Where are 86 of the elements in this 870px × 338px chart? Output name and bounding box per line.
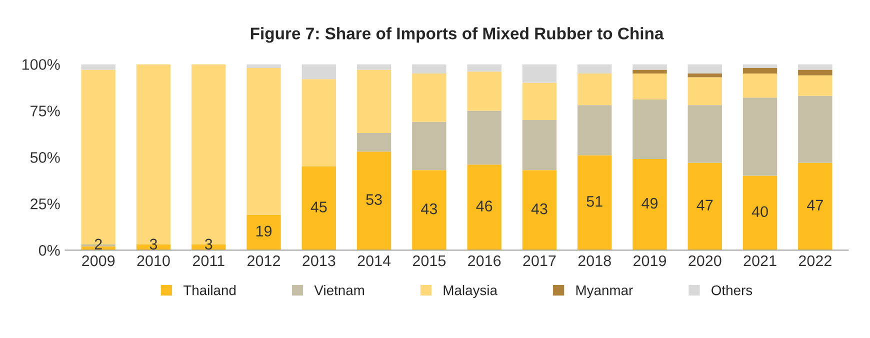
bar	[356, 152, 392, 250]
x-tick-label: 2021	[744, 255, 776, 266]
bar	[522, 170, 557, 250]
bar	[412, 74, 446, 122]
x-tick-label: 2022	[798, 255, 832, 266]
bar	[467, 64, 502, 72]
data-label: 19	[256, 226, 272, 237]
bar	[522, 120, 557, 170]
data-label: 3	[204, 238, 212, 250]
bar	[798, 96, 832, 163]
data-label: 43	[531, 203, 548, 214]
bar	[522, 82, 557, 120]
bar	[246, 214, 281, 250]
bar	[522, 64, 557, 83]
y-tick-label: 75%	[30, 106, 60, 116]
bar	[246, 64, 281, 68]
data-label: 47	[807, 200, 823, 210]
bar	[246, 68, 281, 215]
bar	[356, 64, 392, 70]
data-label: 51	[586, 196, 602, 207]
x-tick-label: 2013	[302, 255, 336, 266]
bar	[742, 74, 778, 98]
chart-title: Figure 7: Share of Imports of Mixed Rubber to China	[250, 27, 664, 43]
bar	[412, 64, 446, 74]
legend-label: Malaysia	[444, 285, 498, 298]
bar	[467, 164, 502, 250]
bar	[688, 162, 722, 250]
bar	[412, 122, 446, 170]
bar	[578, 155, 612, 250]
y-tick-label: 0%	[38, 244, 60, 256]
bar	[467, 110, 502, 165]
y-tick-label: 100%	[22, 59, 60, 70]
data-label: 47	[696, 200, 713, 210]
bar	[798, 70, 832, 76]
bar	[632, 100, 667, 160]
bar	[632, 74, 667, 100]
legend-label: Others	[712, 285, 752, 296]
bar	[632, 70, 667, 74]
bar	[688, 64, 722, 74]
bar	[578, 105, 612, 156]
bar	[688, 74, 722, 78]
data-label: 40	[752, 206, 768, 218]
x-tick-label: 2014	[358, 255, 391, 266]
x-tick-label: 2015	[412, 255, 446, 266]
data-label: 2	[94, 238, 102, 250]
x-tick-label: 2011	[192, 255, 224, 266]
x-tick-label: 2020	[688, 255, 722, 266]
legend-label: Thailand	[183, 285, 236, 296]
bar	[798, 162, 832, 250]
x-tick-label: 2018	[578, 255, 611, 266]
x-tick-label: 2017	[523, 255, 556, 266]
bar	[302, 79, 336, 166]
x-tick-label: 2016	[468, 255, 501, 266]
bar	[742, 64, 778, 68]
data-label: 43	[421, 203, 438, 214]
bar	[302, 166, 336, 250]
bar	[578, 64, 612, 74]
bar	[578, 74, 612, 106]
bar	[356, 133, 392, 152]
bar	[632, 64, 667, 70]
bar	[742, 68, 778, 74]
bar	[688, 105, 722, 163]
bar	[688, 77, 722, 106]
y-tick-label: 25%	[30, 198, 60, 210]
data-label: 49	[642, 198, 658, 209]
data-label: 3	[150, 238, 158, 250]
data-label: 45	[310, 202, 327, 212]
bar	[81, 64, 116, 70]
bar	[467, 72, 502, 111]
x-tick-label: 2010	[137, 255, 170, 266]
data-label: 46	[476, 200, 492, 212]
data-label: 53	[366, 194, 382, 205]
x-tick-label: 2012	[248, 255, 280, 266]
bar	[742, 98, 778, 176]
bar	[798, 75, 832, 96]
y-tick-label: 50%	[30, 152, 60, 163]
legend-label: Vietnam	[314, 285, 364, 296]
bar	[412, 170, 446, 250]
legend-label: Myanmar	[576, 286, 633, 298]
bar	[356, 70, 392, 134]
bar	[632, 159, 667, 250]
bar	[742, 176, 778, 250]
bar	[798, 64, 832, 70]
x-tick-label: 2019	[634, 255, 666, 266]
bar	[302, 64, 336, 80]
x-tick-label: 2009	[82, 255, 115, 266]
